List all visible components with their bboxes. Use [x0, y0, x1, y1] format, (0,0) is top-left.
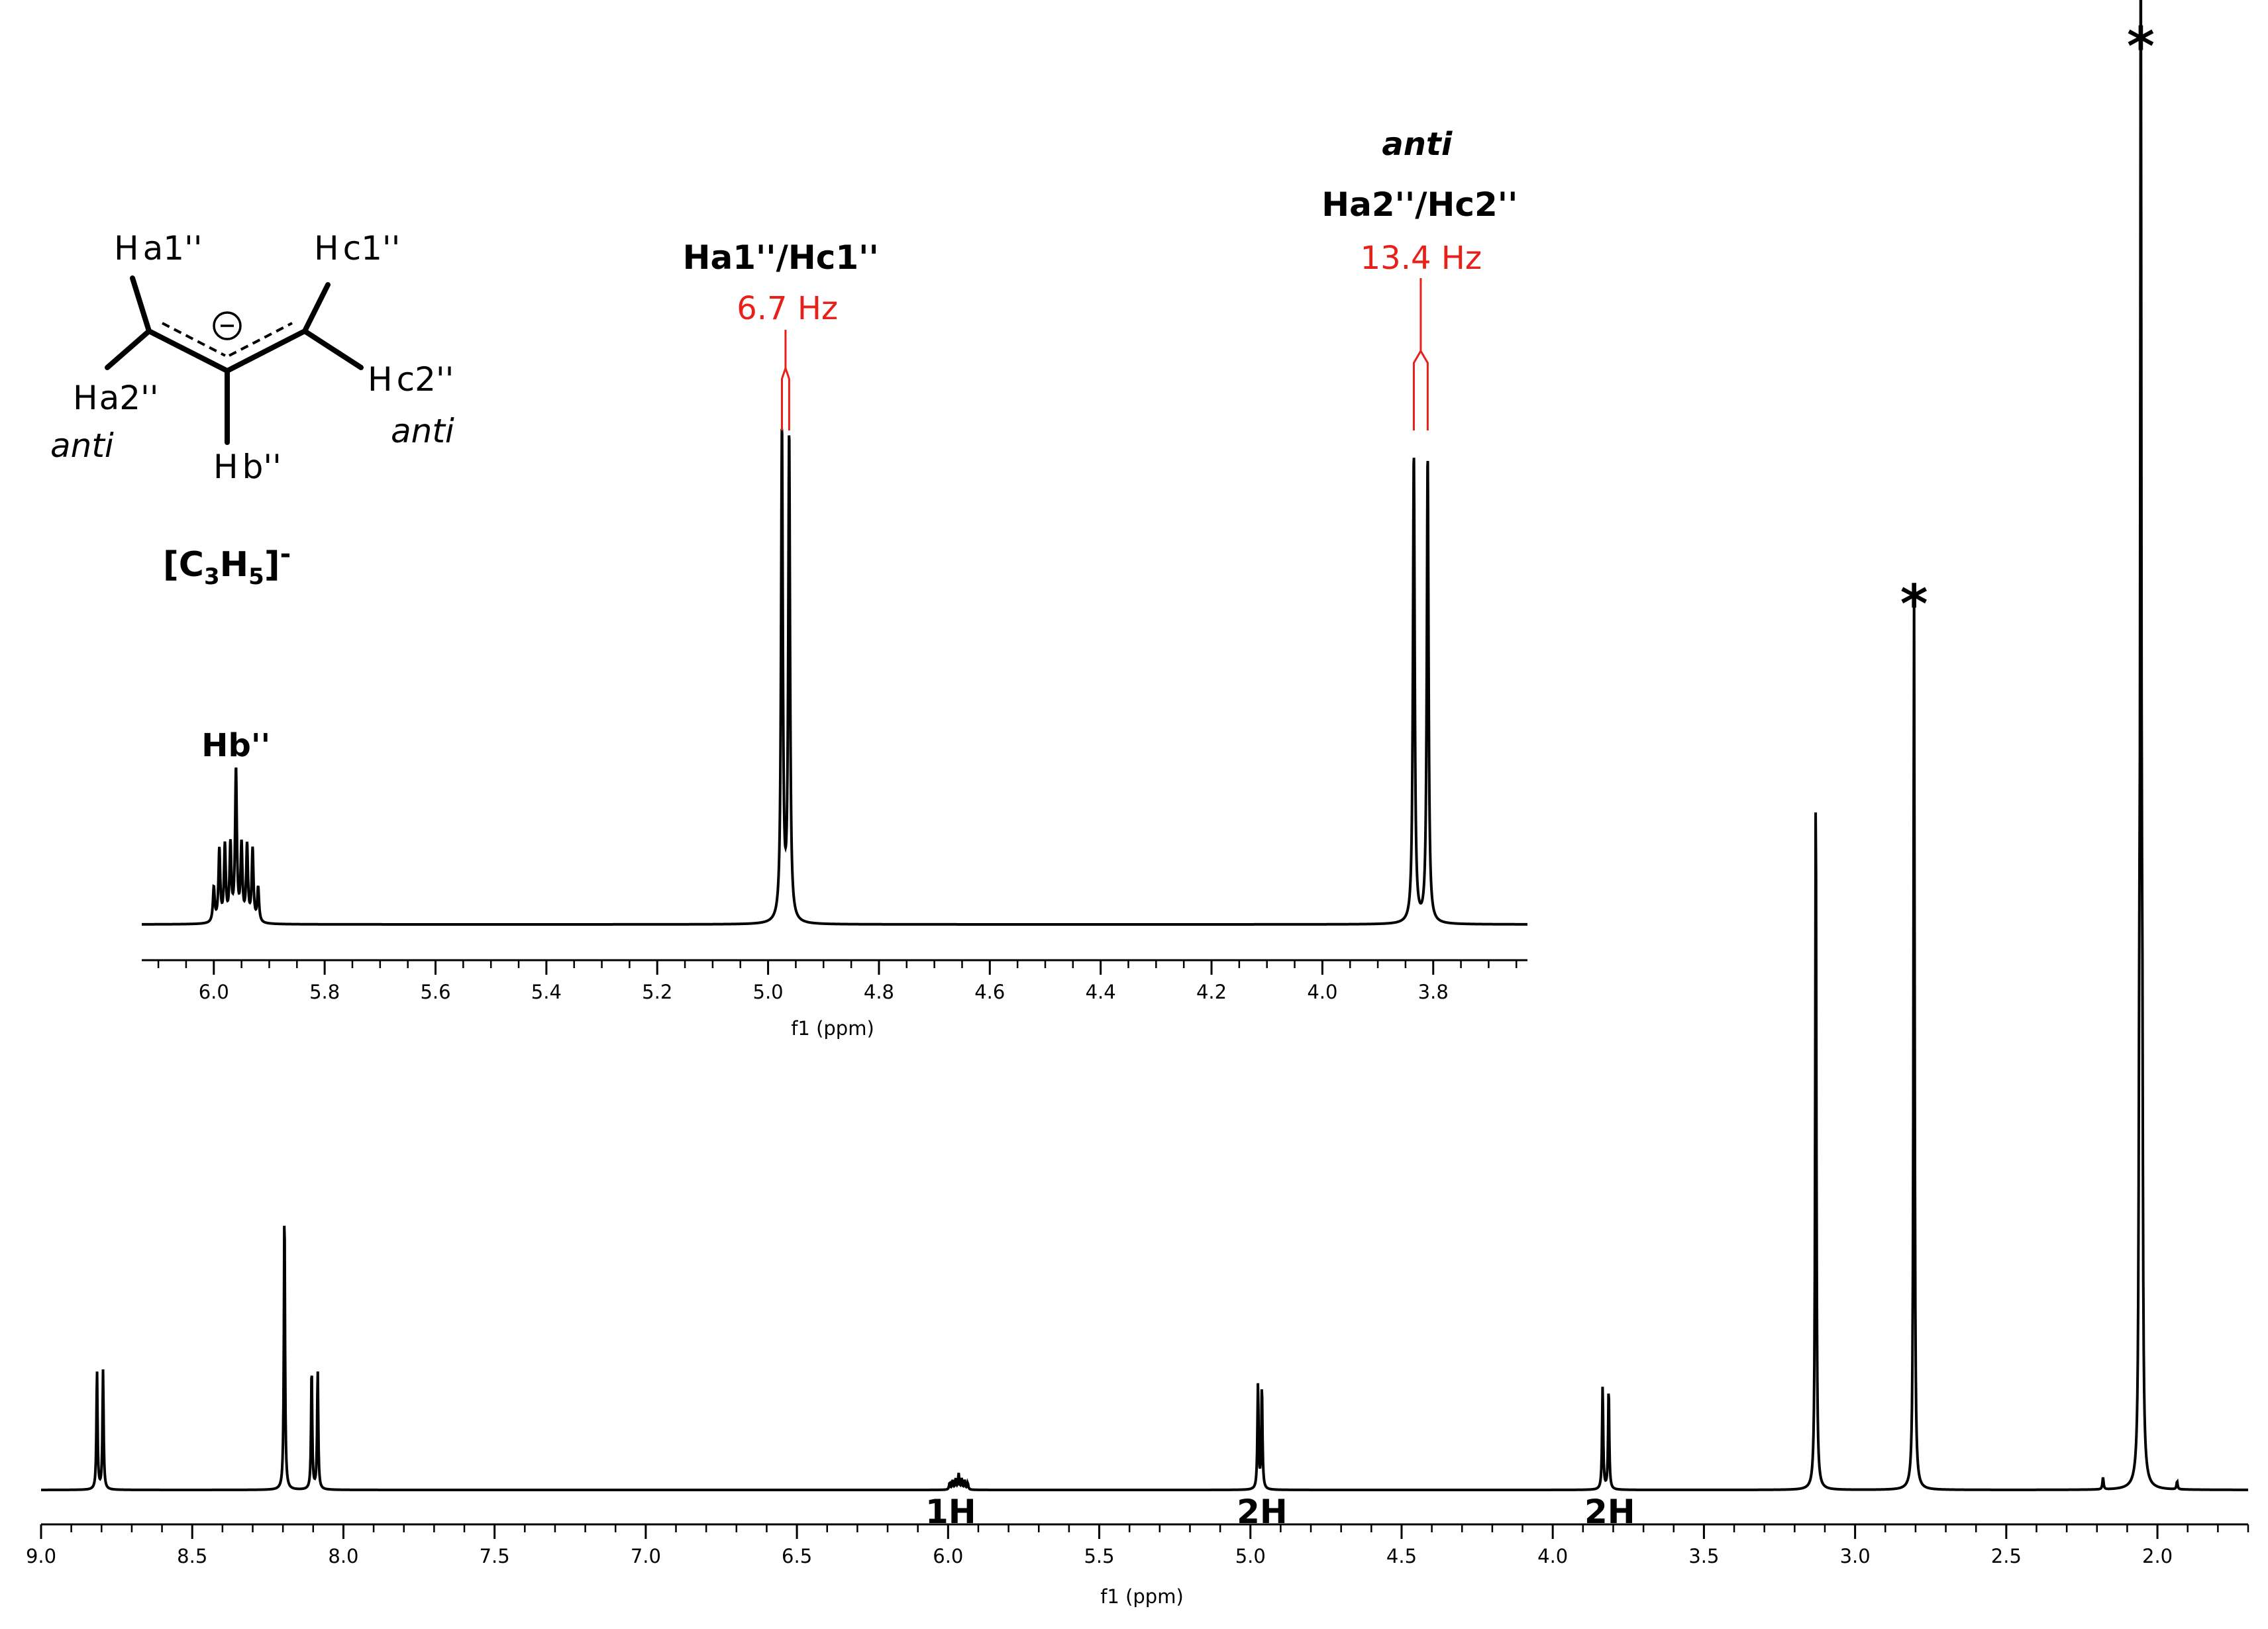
tick-label: 3.0 — [1840, 1545, 1871, 1567]
tick-label: 5.2 — [642, 981, 672, 1003]
label-ha2-sub: a2'' — [99, 379, 159, 417]
solvent-asterisk: * — [1900, 573, 1928, 635]
integration-label: 1H — [925, 1493, 976, 1531]
label-hc2-sub: c2'' — [397, 360, 454, 399]
label-ha1-sub: a1'' — [143, 229, 203, 268]
label-ha2: Ha2'' — [73, 379, 159, 417]
bond-c1-ha1 — [130, 275, 152, 334]
integration-label: 2H — [1584, 1493, 1635, 1531]
formula-close: ] — [264, 545, 280, 585]
tick-label: 6.0 — [933, 1545, 963, 1567]
peak-label-hb: Hb'' — [201, 727, 270, 764]
tick-label: 2.0 — [2142, 1545, 2173, 1567]
label-ha1-h: H — [114, 229, 139, 268]
inset-x-axis-label: f1 (ppm) — [791, 1017, 874, 1040]
inset-spectrum: 6.0 5.8 5.6 5.4 5.2 5.0 4.8 4.6 4.4 4.2 4.0 3.8 f1 … — [142, 126, 1527, 1040]
tick-label: 2.5 — [1991, 1545, 2022, 1567]
tick-label: 4.4 — [1086, 981, 1116, 1003]
solvent-markers: ** — [1900, 16, 2155, 635]
tick-label: 4.8 — [864, 981, 894, 1003]
formula-sub-5: 5 — [248, 564, 264, 590]
label-anti-right: anti — [391, 412, 454, 450]
dashed-bond-right — [229, 322, 293, 357]
label-hb-h: H — [213, 448, 238, 486]
coupling-tree-ha1-hc1 — [781, 330, 790, 430]
tick-label: 4.6 — [974, 981, 1005, 1003]
peak-label-anti: anti — [1382, 126, 1453, 163]
coupling-tree-ha2-hc2 — [1412, 278, 1429, 430]
tick-label: 4.0 — [1537, 1545, 1568, 1567]
charge-symbol — [213, 311, 242, 340]
tick-label: 4.0 — [1307, 981, 1337, 1003]
label-hb-sub: b'' — [242, 448, 282, 486]
main-x-axis-label: f1 (ppm) — [1100, 1585, 1184, 1608]
bond-c1-c2 — [146, 328, 230, 373]
anion-formula: [C3H5]- — [163, 539, 291, 590]
tick-label: 5.4 — [531, 981, 562, 1003]
structure-bonds — [105, 275, 364, 445]
tick-label: 4.2 — [1196, 981, 1227, 1003]
tick-label: 6.5 — [782, 1545, 812, 1567]
main-x-ticks: 9.0 8.5 8.0 7.5 7.0 6.5 6.0 5.5 5.0 4.5 4.0 3.5 3.0 2… — [26, 1524, 2249, 1567]
tick-label: 8.0 — [328, 1545, 358, 1567]
tick-label: 5.8 — [309, 981, 340, 1003]
label-hc1-h: H — [314, 229, 339, 268]
solvent-asterisk: * — [2127, 16, 2155, 77]
structure-delocalized-bonds — [162, 322, 293, 357]
label-hc1-sub: c1'' — [343, 229, 401, 268]
coupling-label-13-4: 13.4 Hz — [1361, 240, 1482, 277]
formula-sub-3: 3 — [204, 564, 220, 590]
tick-label: 5.0 — [753, 981, 784, 1003]
integration-labels: 1H 2H 2H — [925, 1493, 1635, 1531]
label-hc2-h: H — [368, 360, 393, 399]
tick-label: 3.8 — [1418, 981, 1449, 1003]
bond-c1-ha2 — [105, 328, 152, 370]
peak-label-ha2-hc2: Ha2''/Hc2'' — [1321, 185, 1518, 224]
label-ha2-h: H — [73, 379, 98, 417]
inset-x-ticks: 6.0 5.8 5.6 5.4 5.2 5.0 4.8 4.6 4.4 4.2 4.0 3.8 — [157, 960, 1518, 1003]
charge-circle — [213, 311, 242, 340]
tick-label: 9.0 — [26, 1545, 56, 1567]
coupling-label-6-7: 6.7 Hz — [737, 290, 838, 327]
peak-label-ha1-hc1: Ha1''/Hc1'' — [683, 238, 879, 277]
bond-c3-hc2 — [302, 328, 364, 370]
label-anti-left: anti — [50, 426, 114, 465]
bond-c3-hc1 — [302, 282, 331, 334]
bond-c2-c3 — [225, 328, 307, 373]
tick-label: 3.5 — [1688, 1545, 1719, 1567]
tick-label: 5.5 — [1084, 1545, 1114, 1567]
dashed-bond-left — [162, 322, 226, 357]
main-spectrum-trace — [41, 0, 2248, 1491]
integration-label: 2H — [1237, 1493, 1288, 1531]
inset-spectrum-trace — [142, 428, 1527, 926]
formula-h: H — [220, 545, 249, 585]
tick-label: 7.0 — [631, 1545, 661, 1567]
inset-peak-labels: Hb'' Ha1''/Hc1'' 6.7 Hz anti Ha2''/Hc2'' 13.4… — [201, 126, 1518, 764]
tick-label: 5.0 — [1235, 1545, 1266, 1567]
tick-label: 7.5 — [480, 1545, 510, 1567]
tick-label: 6.0 — [199, 981, 229, 1003]
formula-open: [C — [163, 545, 204, 585]
formula-charge: - — [280, 539, 291, 569]
tick-label: 4.5 — [1386, 1545, 1417, 1567]
tick-label: 8.5 — [177, 1545, 207, 1567]
tick-label: 5.6 — [420, 981, 450, 1003]
main-spectrum: 9.0 8.5 8.0 7.5 7.0 6.5 6.0 5.5 5.0 4.5 4.0 3.5 3.0 2… — [26, 0, 2249, 1608]
